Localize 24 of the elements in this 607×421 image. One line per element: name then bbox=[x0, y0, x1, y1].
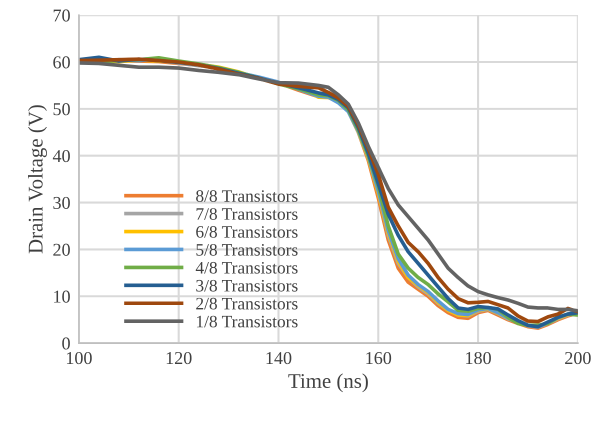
legend-label: 8/8 Transistors bbox=[196, 190, 298, 202]
legend-label: 3/8 Transistors bbox=[196, 280, 298, 292]
y-tick-label: 20 bbox=[53, 244, 70, 256]
y-tick-label: 70 bbox=[54, 9, 70, 22]
x-tick-label: 160 bbox=[366, 352, 392, 364]
legend-label: 2/8 Transistors bbox=[196, 298, 298, 310]
x-axis-title: Time (ns) bbox=[288, 373, 368, 392]
y-tick-label: 0 bbox=[62, 337, 70, 350]
y-tick-label: 40 bbox=[52, 150, 70, 162]
x-tick-label: 200 bbox=[565, 352, 591, 364]
y-tick-label: 50 bbox=[54, 103, 70, 116]
y-tick-label: 60 bbox=[53, 56, 70, 68]
x-tick-label: 140 bbox=[266, 352, 292, 364]
legend-label: 7/8 Transistors bbox=[196, 208, 298, 220]
y-axis-title: Drain Voltage (V) bbox=[28, 105, 47, 254]
legend-label: 6/8 Transistors bbox=[196, 226, 298, 238]
x-tick-label: 180 bbox=[466, 352, 491, 364]
legend-label: 1/8 Transistors bbox=[196, 316, 298, 328]
x-tick-label: 120 bbox=[166, 352, 192, 364]
x-tick-label: 100 bbox=[66, 352, 92, 364]
y-tick-label: 10 bbox=[54, 290, 70, 303]
legend-label: 4/8 Transistors bbox=[196, 262, 298, 274]
legend-label: 5/8 Transistors bbox=[196, 244, 298, 256]
y-tick-label: 30 bbox=[53, 196, 70, 210]
